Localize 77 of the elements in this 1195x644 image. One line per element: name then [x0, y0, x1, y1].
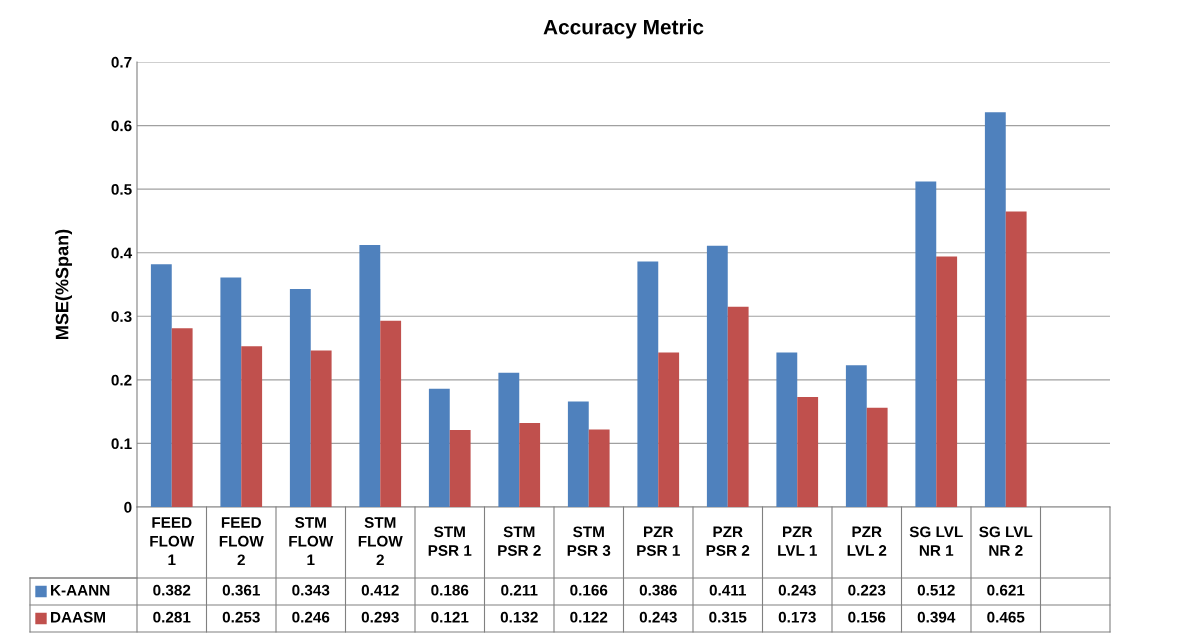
data-label: 0.186	[431, 584, 469, 596]
x-tick-label: STM FLOW 2	[358, 517, 403, 566]
data-label: 0.122	[570, 611, 608, 623]
bar	[428, 388, 450, 507]
bar	[241, 346, 263, 507]
bar	[658, 352, 680, 507]
bar	[519, 423, 541, 507]
x-tick-label: STM PSR 1	[428, 526, 472, 556]
data-label: 0.281	[153, 611, 191, 623]
x-tick-label: PZR PSR 1	[637, 526, 680, 556]
y-tick-label: 0.2	[111, 374, 132, 386]
data-label: 0.243	[639, 611, 677, 623]
data-label: 0.156	[848, 611, 886, 623]
data-label: 0.315	[709, 611, 747, 623]
y-tick-label: 0.1	[111, 438, 132, 450]
data-label: 0.621	[987, 584, 1025, 596]
legend-label: K-AANN	[51, 584, 110, 596]
data-label: 0.361	[222, 584, 260, 596]
bar	[498, 372, 520, 507]
bar	[776, 352, 798, 507]
y-tick-label: 0.6	[111, 120, 132, 132]
data-label: 0.394	[917, 611, 956, 623]
x-tick-label: PZR LVL 2	[847, 526, 887, 556]
bar	[289, 288, 311, 507]
chart-title: Accuracy Metric	[543, 19, 704, 39]
data-label: 0.246	[292, 611, 330, 623]
x-tick-label: PZR PSR 2	[706, 526, 750, 556]
x-tick-label: STM PSR 3	[567, 526, 611, 556]
bar	[220, 277, 242, 507]
bar	[936, 256, 958, 507]
data-label: 0.166	[570, 584, 608, 596]
x-tick-label: SG LVL NR 1	[909, 526, 963, 556]
bar	[984, 112, 1006, 507]
y-tick-label: 0.3	[111, 311, 132, 322]
data-label: 0.512	[917, 584, 955, 596]
bar	[866, 407, 888, 507]
x-tick-label: FEED FLOW 2	[219, 517, 264, 566]
data-label: 0.343	[292, 584, 330, 596]
data-label: 0.253	[222, 611, 260, 623]
data-label: 0.386	[639, 584, 677, 596]
bar	[915, 181, 937, 507]
x-tick-label: PZR LVL 1	[778, 526, 817, 556]
data-label: 0.243	[778, 584, 816, 596]
bar	[449, 430, 471, 507]
data-label: 0.465	[987, 611, 1025, 623]
y-axis-title: MSE(%Span)	[55, 229, 73, 339]
data-label: 0.173	[778, 611, 816, 623]
data-label: 0.121	[431, 611, 469, 623]
bar	[567, 401, 589, 507]
bar	[359, 245, 381, 507]
data-label: 0.223	[848, 584, 886, 596]
data-label: 0.293	[361, 611, 399, 623]
data-label: 0.211	[501, 584, 538, 596]
data-label: 0.132	[500, 611, 538, 623]
bar	[310, 350, 332, 507]
bar	[727, 306, 749, 507]
data-label: 0.412	[361, 584, 399, 596]
x-tick-label: STM FLOW 1	[289, 517, 334, 566]
bar	[845, 365, 867, 507]
bar	[380, 320, 402, 507]
legend-label: DAASM	[51, 611, 105, 623]
bar	[706, 245, 728, 507]
y-tick-label: 0.7	[111, 56, 132, 68]
data-label: 0.411	[709, 584, 747, 596]
x-tick-label: STM PSR 2	[498, 526, 541, 556]
bar	[637, 261, 659, 507]
y-tick-label: 0.5	[111, 184, 132, 195]
bar	[171, 328, 193, 507]
y-tick-label: 0.4	[111, 247, 133, 259]
bar	[797, 397, 819, 507]
bar	[150, 264, 172, 507]
y-tick-label: 0	[124, 501, 132, 513]
bar	[1005, 211, 1027, 507]
x-tick-label: FEED FLOW 1	[150, 517, 195, 566]
data-label: 0.382	[153, 584, 191, 596]
x-tick-label: SG LVL NR 2	[979, 526, 1033, 556]
bar	[588, 429, 610, 507]
